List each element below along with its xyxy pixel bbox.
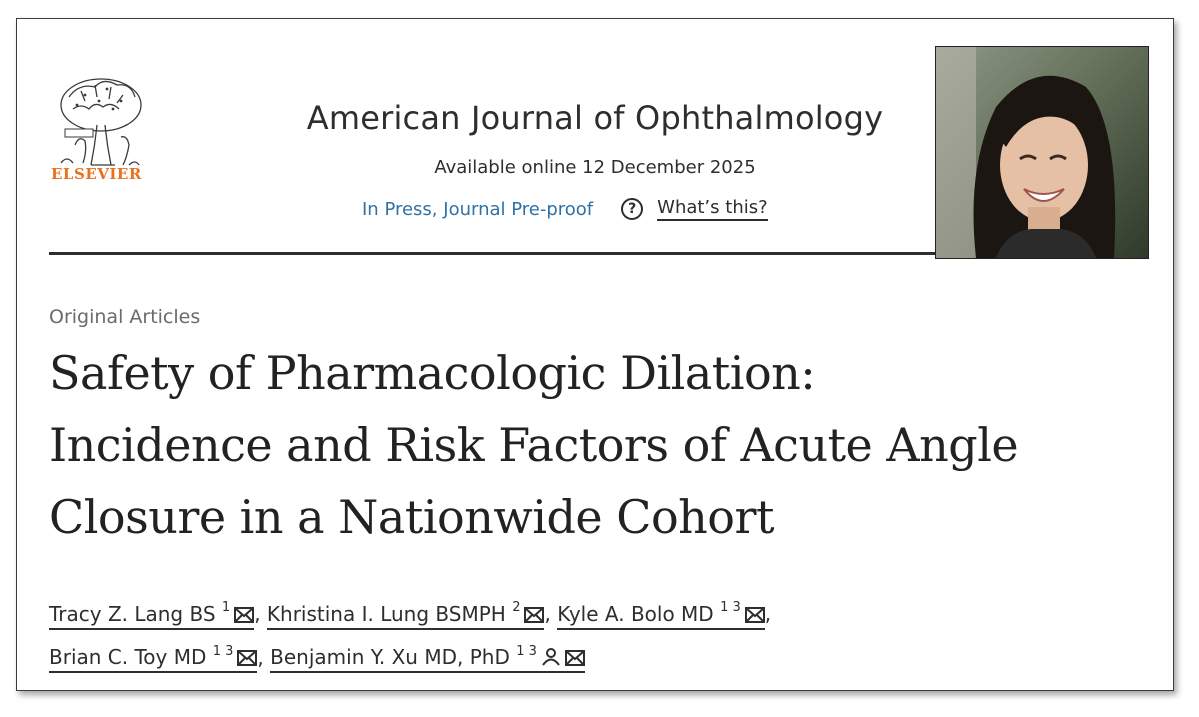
question-mark-icon[interactable]: ?	[621, 198, 644, 220]
publisher-name: ELSEVIER	[51, 165, 142, 183]
article-title-line: Incidence and Risk Factors of Acute Angl…	[49, 418, 1019, 472]
article-title-line: Safety of Pharmacologic Dilation:	[49, 346, 816, 400]
author-link[interactable]: Benjamin Y. Xu MD, PhD 1 3	[270, 643, 585, 674]
mail-icon[interactable]	[744, 606, 765, 623]
author-link[interactable]: Brian C. Toy MD 1 3	[49, 643, 258, 674]
affiliation-ref[interactable]: 1 3	[212, 643, 234, 659]
in-press-link[interactable]: In Press, Journal Pre-proof	[362, 198, 594, 220]
author-name: Kyle A. Bolo MD	[557, 601, 714, 626]
affiliation-ref[interactable]: 1 3	[516, 643, 537, 659]
journal-title[interactable]: American Journal of Ophthalmology	[306, 99, 884, 137]
article-title: Safety of Pharmacologic Dilation: Incide…	[49, 337, 1149, 553]
mail-icon[interactable]	[234, 606, 255, 623]
author-link[interactable]: Tracy Z. Lang BS 1	[49, 600, 255, 630]
author-link[interactable]: Khristina I. Lung BSMPH 2	[266, 600, 545, 630]
person-icon[interactable]	[541, 648, 561, 666]
mail-icon[interactable]	[524, 606, 545, 623]
whats-this-link[interactable]: What’s this?	[657, 197, 768, 221]
publication-status-row: In Press, Journal Pre-proof ? What’s thi…	[362, 194, 768, 224]
author-photo	[935, 46, 1149, 259]
affiliation-ref[interactable]: 2	[512, 600, 521, 615]
author-list: Tracy Z. Lang BS 1, Khristina I. Lung BS…	[49, 590, 1149, 677]
elsevier-tree-logo-icon[interactable]	[51, 67, 147, 183]
mail-icon[interactable]	[237, 650, 258, 667]
article-header-card: ELSEVIER American Journal of Ophthalmolo…	[16, 18, 1174, 691]
author-name: Tracy Z. Lang BS	[49, 601, 216, 626]
author-name: Khristina I. Lung BSMPH	[266, 601, 506, 626]
article-category: Original Articles	[49, 306, 201, 328]
mail-icon[interactable]	[564, 650, 585, 667]
author-name: Benjamin Y. Xu MD, PhD	[270, 645, 510, 670]
article-title-line: Closure in a Nationwide Cohort	[49, 490, 774, 544]
author-link[interactable]: Kyle A. Bolo MD 1 3	[557, 600, 765, 630]
available-online-date: Available online 12 December 2025	[434, 157, 756, 178]
author-name: Brian C. Toy MD	[49, 645, 207, 670]
header-divider	[49, 252, 935, 255]
affiliation-ref[interactable]: 1	[221, 600, 231, 615]
affiliation-ref[interactable]: 1 3	[720, 600, 741, 615]
